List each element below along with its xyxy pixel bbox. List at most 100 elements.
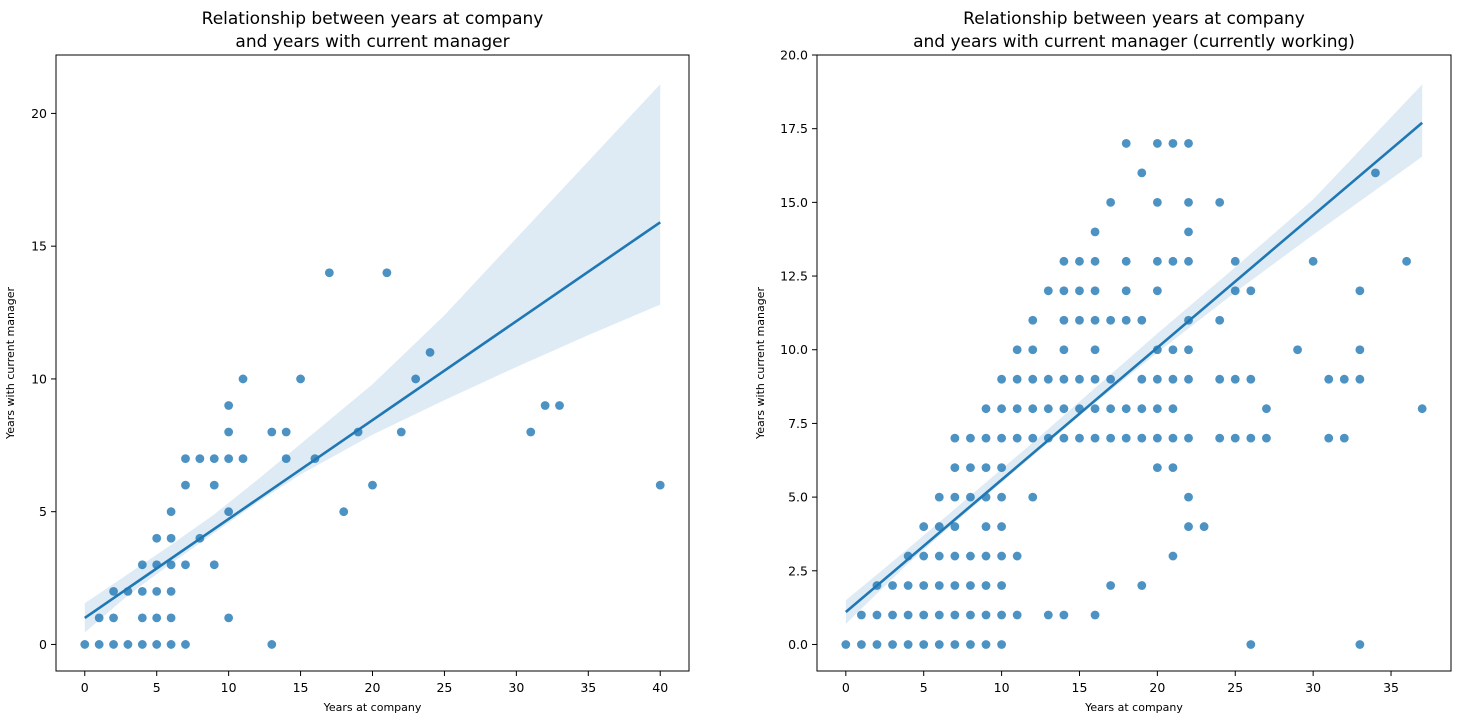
data-point bbox=[526, 427, 536, 437]
x-tick-label: 25 bbox=[436, 680, 452, 695]
data-point bbox=[1230, 374, 1240, 384]
data-point bbox=[997, 522, 1006, 531]
data-point bbox=[137, 560, 147, 570]
data-point bbox=[888, 610, 897, 620]
data-point bbox=[1215, 315, 1225, 325]
data-point bbox=[1184, 492, 1193, 502]
data-point bbox=[1230, 256, 1240, 266]
data-point bbox=[1324, 433, 1334, 443]
data-point bbox=[281, 427, 291, 437]
data-point bbox=[224, 507, 234, 517]
data-point bbox=[981, 404, 991, 414]
data-point bbox=[152, 586, 162, 596]
y-axis-label: Years with current manager bbox=[4, 287, 17, 440]
data-point bbox=[123, 640, 133, 649]
y-tick-label: 10.0 bbox=[780, 342, 808, 357]
x-tick-label: 35 bbox=[1383, 680, 1399, 695]
data-point bbox=[1355, 345, 1365, 355]
data-point bbox=[1199, 522, 1209, 531]
data-point bbox=[1059, 404, 1069, 414]
data-point bbox=[1230, 286, 1240, 296]
data-point bbox=[1168, 374, 1178, 384]
data-point bbox=[857, 640, 866, 649]
data-point bbox=[166, 613, 176, 623]
data-point bbox=[1152, 404, 1162, 414]
data-point bbox=[1090, 404, 1100, 414]
data-point bbox=[1246, 374, 1256, 384]
data-point bbox=[94, 640, 104, 649]
data-point bbox=[655, 480, 665, 490]
data-point bbox=[1090, 433, 1100, 443]
data-point bbox=[997, 404, 1006, 414]
data-point bbox=[981, 640, 991, 649]
data-point bbox=[1184, 197, 1193, 207]
x-tick-label: 15 bbox=[293, 680, 309, 695]
data-point bbox=[950, 581, 960, 590]
x-tick-label: 0 bbox=[81, 680, 89, 695]
data-point bbox=[1043, 404, 1053, 414]
data-point bbox=[1075, 256, 1084, 266]
x-tick-label: 20 bbox=[1149, 680, 1165, 695]
data-point bbox=[1059, 256, 1069, 266]
data-point bbox=[981, 522, 991, 531]
regression-line bbox=[844, 121, 1424, 614]
data-point bbox=[1121, 433, 1131, 443]
x-tick-label: 10 bbox=[994, 680, 1010, 695]
data-point bbox=[137, 613, 147, 623]
chart-right: 0 5 10 15 20 25 30 35 0.0 2.5 5.0 7.5 10.0 12.5 15.0 17… bbox=[754, 9, 1452, 714]
data-point bbox=[1246, 640, 1256, 649]
data-point bbox=[1012, 433, 1022, 443]
x-tick-label: 15 bbox=[1072, 680, 1088, 695]
data-point bbox=[425, 347, 435, 357]
data-point bbox=[1355, 286, 1365, 296]
data-point bbox=[1121, 315, 1131, 325]
data-point bbox=[1121, 404, 1131, 414]
data-point bbox=[934, 640, 944, 649]
data-point bbox=[1168, 345, 1178, 355]
y-tick-label: 7.5 bbox=[788, 416, 808, 431]
data-point bbox=[1184, 256, 1193, 266]
data-point bbox=[1137, 581, 1147, 590]
data-point bbox=[1168, 551, 1178, 561]
x-axis-label: Years at company bbox=[323, 701, 422, 714]
data-point bbox=[997, 551, 1006, 561]
data-point bbox=[1090, 345, 1100, 355]
y-tick-label: 20.0 bbox=[780, 48, 808, 63]
chart-left: 0 5 10 15 20 25 30 35 40 0 5 10 15 20 Relationship bet… bbox=[4, 9, 690, 714]
data-point bbox=[934, 551, 944, 561]
data-point bbox=[1012, 551, 1022, 561]
data-point bbox=[934, 522, 944, 531]
data-point bbox=[1230, 433, 1240, 443]
data-point bbox=[181, 640, 190, 649]
data-point bbox=[181, 480, 190, 490]
data-point bbox=[181, 560, 190, 570]
data-point bbox=[1246, 286, 1256, 296]
data-point bbox=[1168, 463, 1178, 473]
data-point bbox=[981, 551, 991, 561]
data-point bbox=[1059, 433, 1069, 443]
data-point bbox=[137, 640, 147, 649]
data-point bbox=[1184, 227, 1193, 237]
data-point bbox=[1121, 139, 1131, 148]
data-point bbox=[1324, 374, 1334, 384]
data-point bbox=[1075, 374, 1084, 384]
y-tick-label: 5.0 bbox=[788, 490, 808, 505]
data-point bbox=[1215, 433, 1225, 443]
data-point bbox=[1137, 404, 1147, 414]
data-point bbox=[966, 610, 975, 620]
data-point bbox=[267, 427, 277, 437]
chart-title: Relationship between years at company bbox=[963, 9, 1305, 29]
data-point bbox=[109, 640, 118, 649]
data-point bbox=[1168, 139, 1178, 148]
data-point bbox=[1137, 433, 1147, 443]
data-point bbox=[1137, 374, 1147, 384]
data-point bbox=[1137, 315, 1147, 325]
x-tick-label: 25 bbox=[1227, 680, 1243, 695]
data-point bbox=[1075, 286, 1084, 296]
confidence-band bbox=[845, 84, 1423, 624]
data-point bbox=[1184, 374, 1193, 384]
data-point bbox=[166, 560, 176, 570]
data-point bbox=[1402, 256, 1411, 266]
data-point bbox=[981, 433, 991, 443]
